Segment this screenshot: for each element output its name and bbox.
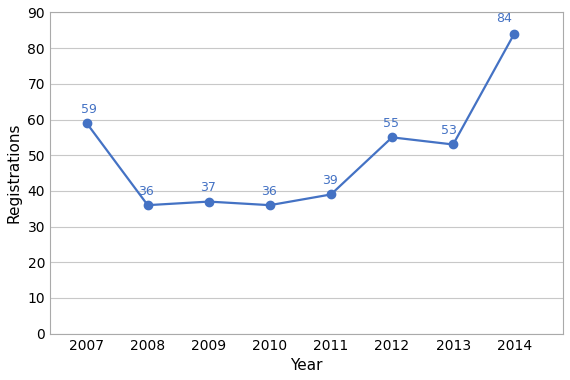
- Text: 53: 53: [441, 124, 457, 137]
- Text: 84: 84: [496, 12, 512, 25]
- Text: 37: 37: [200, 182, 215, 195]
- Text: 39: 39: [322, 174, 337, 187]
- X-axis label: Year: Year: [290, 358, 323, 373]
- Y-axis label: Registrations: Registrations: [7, 123, 22, 223]
- Text: 55: 55: [383, 117, 399, 130]
- Text: 36: 36: [260, 185, 276, 198]
- Text: 36: 36: [139, 185, 154, 198]
- Text: 59: 59: [80, 103, 96, 116]
